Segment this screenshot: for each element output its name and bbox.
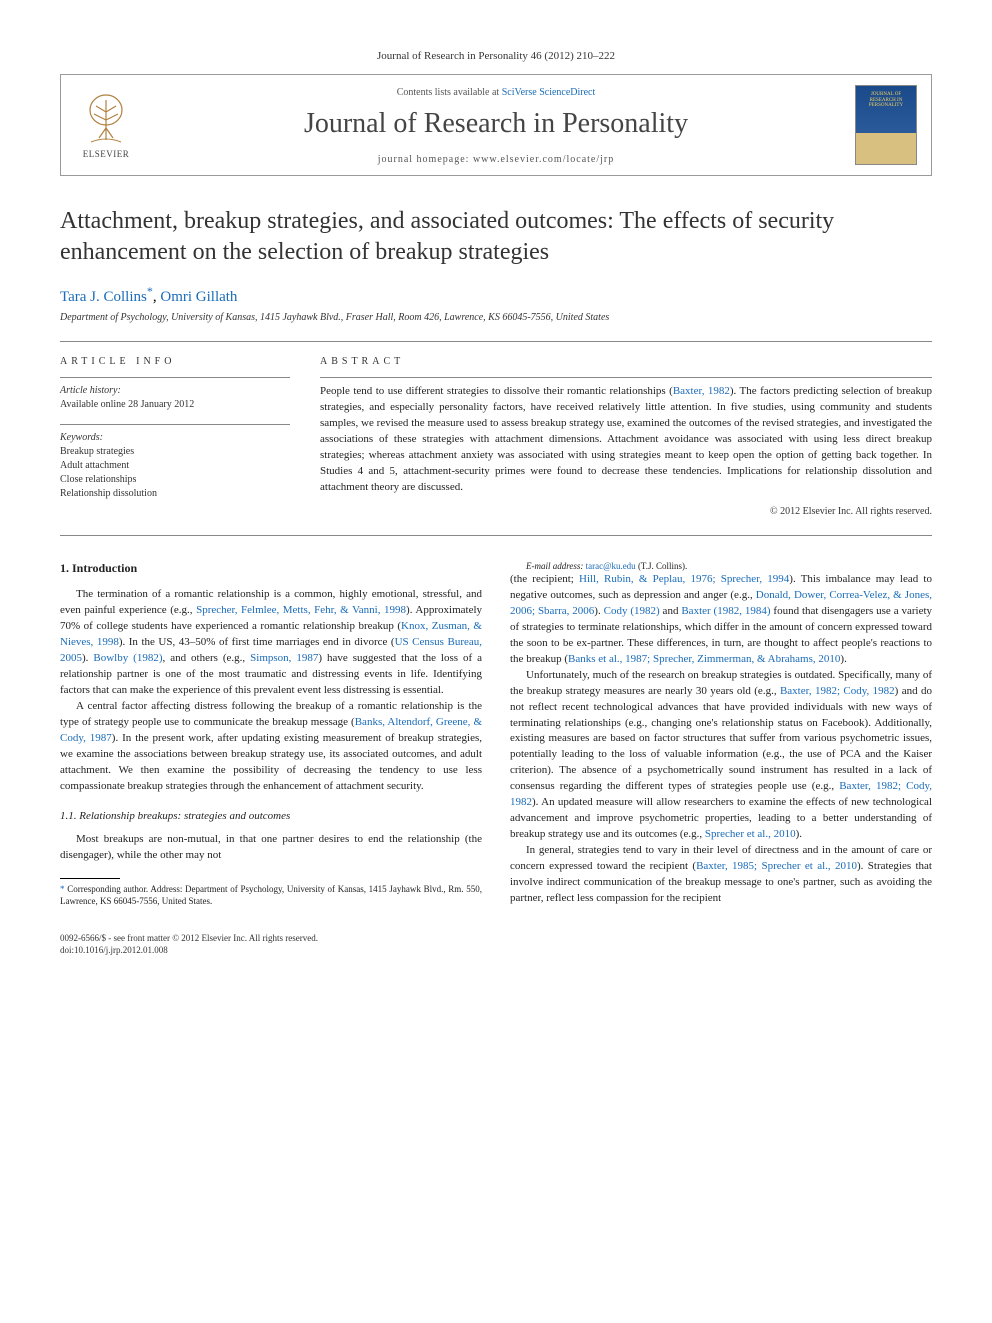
- text-span: , and others (e.g.,: [163, 652, 251, 664]
- publisher-logo-cell: ELSEVIER: [61, 75, 151, 175]
- citation-link[interactable]: Baxter, 1982: [673, 385, 730, 397]
- page-footer: 0092-6566/$ - see front matter © 2012 El…: [60, 932, 932, 956]
- history-label: Article history:: [60, 384, 290, 398]
- email-label: E-mail address:: [526, 561, 583, 571]
- divider: [60, 424, 290, 425]
- article-history-block: Article history: Available online 28 Jan…: [60, 384, 290, 412]
- divider: [320, 377, 932, 378]
- footer-line: 0092-6566/$ - see front matter © 2012 El…: [60, 932, 932, 944]
- keywords-block: Keywords: Breakup strategies Adult attac…: [60, 431, 290, 501]
- journal-cover-thumbnail: JOURNAL OF RESEARCH IN PERSONALITY: [855, 85, 917, 165]
- text-span: ).: [840, 653, 846, 665]
- subsection-heading: 1.1. Relationship breakups: strategies a…: [60, 809, 482, 825]
- text-span: ).: [82, 652, 93, 664]
- footer-doi: doi:10.1016/j.jrp.2012.01.008: [60, 944, 932, 956]
- abstract-span: People tend to use different strategies …: [320, 385, 673, 397]
- citation-link[interactable]: Hill, Rubin, & Peplau, 1976; Sprecher, 1…: [579, 573, 789, 585]
- top-reference: Journal of Research in Personality 46 (2…: [60, 50, 932, 62]
- contents-prefix: Contents lists available at: [397, 87, 502, 98]
- text-span: ) and do not reflect recent technologica…: [510, 685, 932, 793]
- keywords-label: Keywords:: [60, 431, 290, 445]
- email-link[interactable]: tarac@ku.edu: [586, 561, 636, 571]
- citation-link[interactable]: Baxter, 1982; Cody, 1982: [780, 685, 895, 697]
- email-who: (T.J. Collins).: [636, 561, 688, 571]
- body-paragraph: Unfortunately, much of the research on b…: [510, 668, 932, 843]
- text-span: ).: [594, 605, 603, 617]
- body-paragraph: Most breakups are non-mutual, in that on…: [60, 832, 482, 864]
- elsevier-tree-icon: [81, 92, 131, 147]
- contents-available-line: Contents lists available at SciVerse Sci…: [161, 87, 831, 98]
- meta-row: ARTICLE INFO Article history: Available …: [60, 342, 932, 535]
- divider: [60, 535, 932, 536]
- abstract-copyright: © 2012 Elsevier Inc. All rights reserved…: [320, 506, 932, 517]
- homepage-prefix: journal homepage:: [378, 154, 473, 165]
- body-paragraph: A central factor affecting distress foll…: [60, 699, 482, 795]
- abstract-text: People tend to use different strategies …: [320, 384, 932, 496]
- article-title: Attachment, breakup strategies, and asso…: [60, 206, 932, 268]
- author-link[interactable]: Omri Gillath: [160, 289, 237, 305]
- text-span: ).: [796, 828, 802, 840]
- publisher-label: ELSEVIER: [83, 149, 130, 159]
- cover-title-text: JOURNAL OF RESEARCH IN PERSONALITY: [860, 92, 912, 109]
- abstract-span: ). The factors predicting selection of b…: [320, 385, 932, 493]
- abstract-heading: ABSTRACT: [320, 356, 932, 367]
- sciencedirect-link[interactable]: SciVerse ScienceDirect: [502, 87, 596, 98]
- citation-link[interactable]: Baxter (1982, 1984): [681, 605, 770, 617]
- citation-link[interactable]: Banks et al., 1987; Sprecher, Zimmerman,…: [568, 653, 840, 665]
- journal-homepage-line: journal homepage: www.elsevier.com/locat…: [161, 154, 831, 165]
- abstract-column: ABSTRACT People tend to use different st…: [320, 356, 932, 517]
- text-span: ). In the present work, after updating e…: [60, 732, 482, 792]
- header-center: Contents lists available at SciVerse Sci…: [151, 75, 841, 175]
- keyword: Breakup strategies: [60, 445, 290, 459]
- citation-link[interactable]: Simpson, 1987: [250, 652, 318, 664]
- footnote-text: Corresponding author. Address: Departmen…: [60, 884, 482, 906]
- corresponding-footnote: * Corresponding author. Address: Departm…: [60, 883, 482, 907]
- body-paragraph: (the recipient; Hill, Rubin, & Peplau, 1…: [510, 572, 932, 668]
- journal-cover-cell: JOURNAL OF RESEARCH IN PERSONALITY: [841, 75, 931, 175]
- keyword: Close relationships: [60, 473, 290, 487]
- keyword: Relationship dissolution: [60, 487, 290, 501]
- homepage-url[interactable]: www.elsevier.com/locate/jrp: [473, 154, 614, 165]
- divider: [60, 377, 290, 378]
- footnote-separator: [60, 878, 120, 879]
- citation-link[interactable]: Sprecher, Felmlee, Metts, Fehr, & Vanni,…: [196, 604, 406, 616]
- journal-name: Journal of Research in Personality: [161, 108, 831, 140]
- citation-link[interactable]: Cody (1982): [604, 605, 660, 617]
- article-info-column: ARTICLE INFO Article history: Available …: [60, 356, 290, 517]
- body-paragraph: In general, strategies tend to vary in t…: [510, 843, 932, 907]
- article-info-heading: ARTICLE INFO: [60, 356, 290, 367]
- text-span: (the recipient;: [510, 573, 579, 585]
- journal-header: ELSEVIER Contents lists available at Sci…: [60, 74, 932, 176]
- history-value: Available online 28 January 2012: [60, 398, 290, 412]
- body-paragraph: The termination of a romantic relationsh…: [60, 587, 482, 699]
- affiliation: Department of Psychology, University of …: [60, 312, 932, 323]
- citation-link[interactable]: Bowlby (1982): [93, 652, 162, 664]
- citation-link[interactable]: Baxter, 1985; Sprecher et al., 2010: [696, 860, 857, 872]
- email-footnote: E-mail address: tarac@ku.edu (T.J. Colli…: [510, 560, 932, 572]
- section-heading: 1. Introduction: [60, 560, 482, 577]
- corresponding-mark: *: [147, 284, 153, 298]
- citation-link[interactable]: Sprecher et al., 2010: [705, 828, 796, 840]
- authors-line: Tara J. Collins*, Omri Gillath: [60, 284, 932, 306]
- author-link[interactable]: Tara J. Collins: [60, 289, 147, 305]
- keyword: Adult attachment: [60, 459, 290, 473]
- text-span: and: [660, 605, 682, 617]
- text-span: ). In the US, 43–50% of first time marri…: [119, 636, 395, 648]
- body-columns: 1. Introduction The termination of a rom…: [60, 560, 932, 908]
